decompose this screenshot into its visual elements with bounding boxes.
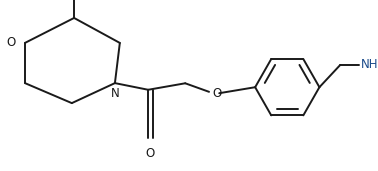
Text: N: N	[110, 87, 119, 100]
Text: O: O	[6, 36, 15, 49]
Text: O: O	[146, 147, 155, 160]
Text: O: O	[212, 87, 221, 100]
Text: NH₂: NH₂	[361, 58, 378, 71]
